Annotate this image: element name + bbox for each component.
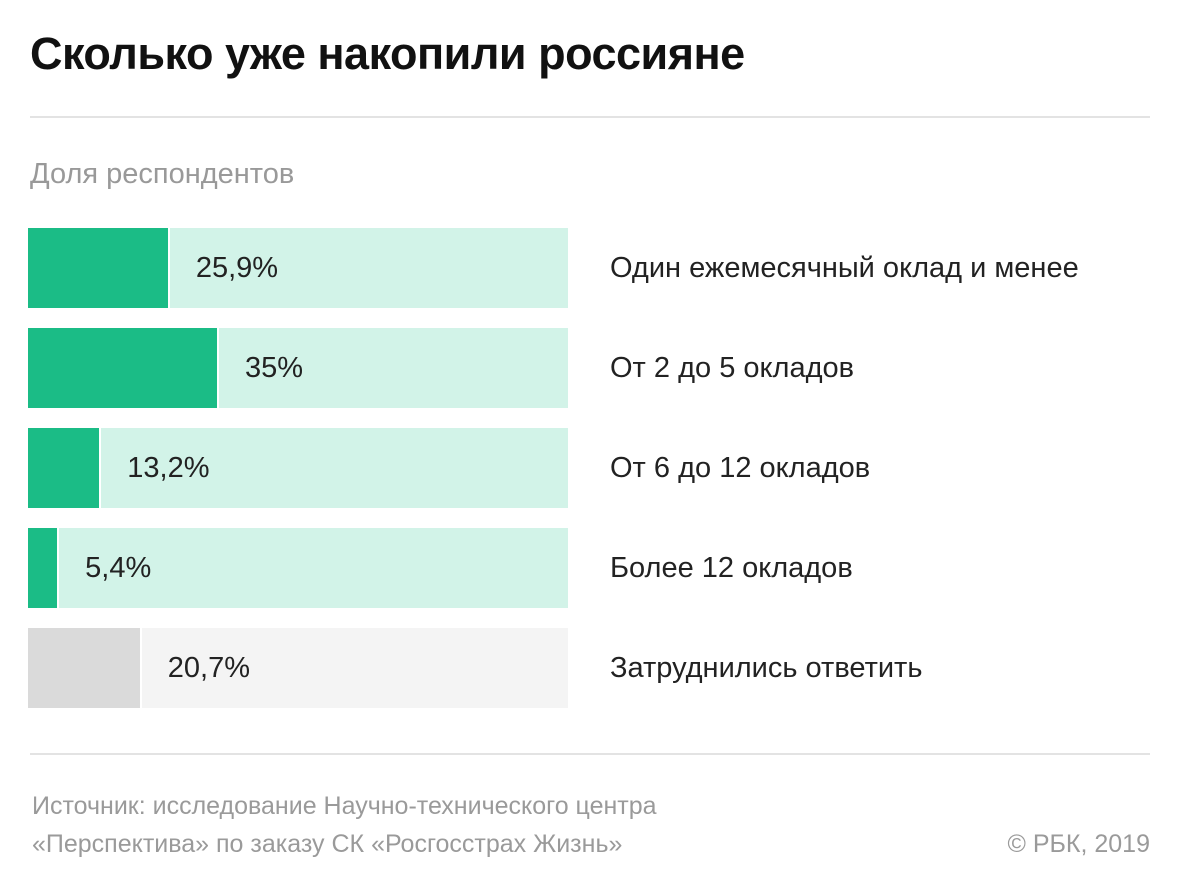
source-note: Источник: исследование Научно-техническо… (32, 787, 657, 863)
category-label: От 6 до 12 окладов (610, 452, 871, 484)
bar-value-label: 13,2% (127, 452, 210, 484)
bar-track: 20,7% (28, 628, 568, 708)
bar (28, 628, 142, 708)
bar-track: 13,2% (28, 428, 568, 508)
bar-row: 20,7% Затруднились ответить (28, 628, 1158, 708)
bar (28, 428, 102, 508)
bar (28, 228, 170, 308)
bar-row: 35% От 2 до 5 окладов (28, 328, 1158, 408)
bar (28, 328, 219, 408)
bar-row: 25,9% Один ежемесячный оклад и менее (28, 228, 1158, 308)
copyright: © РБК, 2019 (1007, 830, 1150, 858)
top-divider (30, 116, 1150, 118)
bar-value-label: 5,4% (85, 552, 152, 584)
bar-value-label: 25,9% (195, 252, 279, 284)
category-label: Один ежемесячный оклад и менее (610, 252, 1079, 284)
category-label: От 2 до 5 окладов (610, 352, 855, 384)
bar-value-label: 20,7% (167, 652, 250, 684)
bar-row: 13,2% От 6 до 12 окладов (28, 428, 1158, 508)
source-line: Источник: исследование Научно-техническо… (32, 792, 657, 820)
chart-subtitle: Доля респондентов (30, 158, 295, 190)
bar-track: 25,9% (28, 228, 568, 308)
bar-track: 35% (28, 328, 568, 408)
bottom-divider (30, 753, 1150, 755)
source-line: «Перспектива» по заказу СК «Росгосстрах … (32, 830, 623, 858)
chart-title: Сколько уже накопили россияне (30, 28, 745, 79)
bar-value-label: 35% (245, 352, 304, 384)
bar (28, 528, 60, 608)
bar-row: 5,4% Более 12 окладов (28, 528, 1158, 608)
category-label: Затруднились ответить (610, 652, 923, 684)
bar-track: 5,4% (28, 528, 568, 608)
category-label: Более 12 окладов (610, 552, 853, 584)
